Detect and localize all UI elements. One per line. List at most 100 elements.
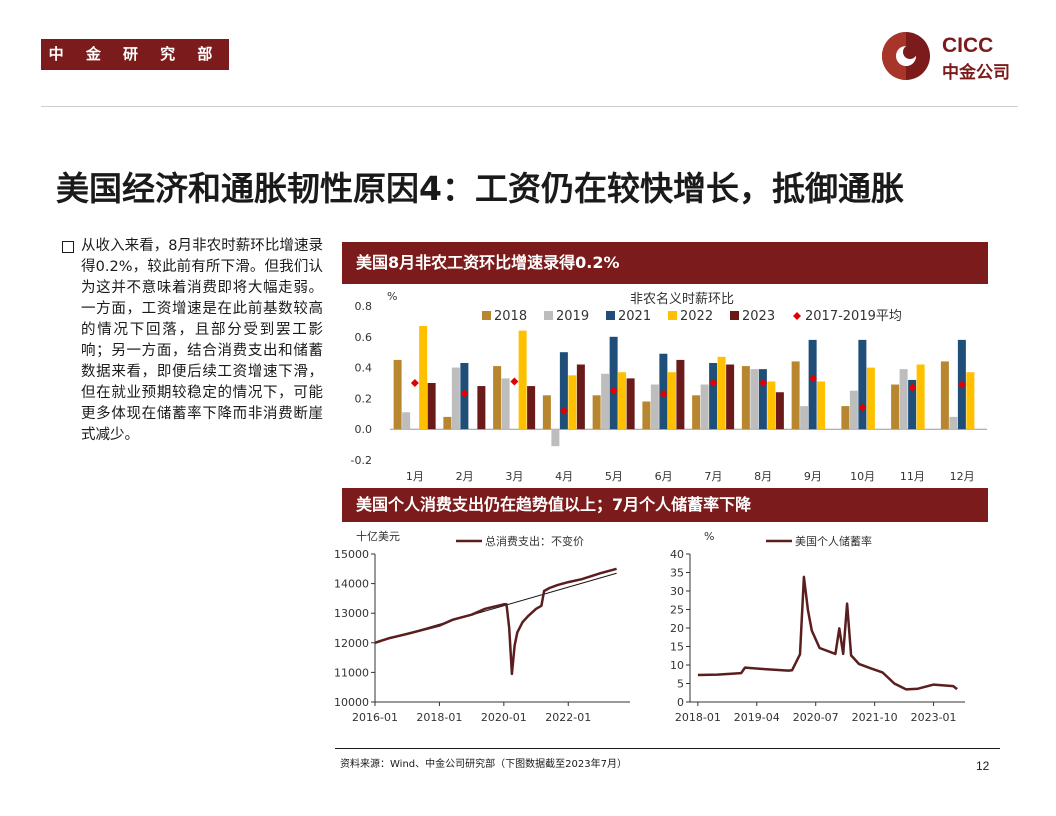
chart1-banner: 美国8月非农工资环比增速录得0.2%: [342, 242, 988, 284]
bar: [750, 369, 759, 430]
x-tick-label: 4月: [555, 470, 573, 483]
y-tick-label: -0.2: [351, 454, 372, 467]
y-axis-unit: 十亿美元: [356, 529, 400, 543]
y-tick-label: 15000: [334, 548, 369, 561]
legend-label: 美国个人储蓄率: [795, 534, 872, 548]
x-tick-label: 1月: [406, 470, 424, 483]
x-tick-label: 7月: [704, 470, 722, 483]
bar: [908, 379, 917, 430]
bar: [393, 359, 402, 430]
y-tick-label: 0.2: [355, 392, 373, 405]
y-tick-label: 30: [670, 585, 684, 598]
bar: [642, 401, 651, 430]
y-tick-label: 0: [677, 696, 684, 709]
x-tick-label: 2023-01: [911, 711, 957, 724]
charts-banner: 美国个人消费支出仍在趋势值以上；7月个人储蓄率下降: [342, 488, 988, 522]
y-tick-label: 13000: [334, 607, 369, 620]
legend-swatch: [730, 311, 739, 320]
x-tick-label: 8月: [754, 470, 772, 483]
y-tick-label: 15: [670, 641, 684, 654]
y-axis-unit: %: [387, 290, 397, 303]
y-tick-label: 11000: [334, 666, 369, 679]
x-tick-label: 6月: [655, 470, 673, 483]
avg-marker: [808, 374, 817, 383]
bar: [767, 381, 776, 430]
body-paragraph: 从收入来看，8月非农时薪环比增速录得0.2%，较此前有所下滑。但我们认为这并不意…: [81, 238, 323, 443]
avg-marker: [958, 380, 967, 389]
y-tick-label: 35: [670, 567, 684, 580]
y-tick-label: 0.4: [355, 362, 373, 375]
cicc-logo-icon: [882, 32, 930, 80]
bar: [791, 361, 800, 430]
legend-swatch: [668, 311, 677, 320]
saving-rate-line-chart: 40 35 30 25 20 15 10 5 0 2018-01 2019-04 2020-07 202…: [670, 530, 965, 724]
x-tick-label: 3月: [505, 470, 523, 483]
bar: [899, 369, 908, 430]
page-number: 12: [976, 759, 990, 773]
logo-text-cn: 中金公司: [942, 63, 1010, 83]
bar: [402, 412, 411, 430]
series-line: [374, 567, 617, 676]
bar: [717, 356, 726, 430]
legend-swatch: [544, 311, 553, 320]
bar: [841, 406, 850, 430]
bar: [709, 362, 718, 430]
y-tick-label: 0.0: [355, 423, 373, 436]
avg-marker: [709, 379, 718, 387]
source-note: 资料来源：Wind、中金公司研究部（下图数据截至2023年7月）: [340, 759, 627, 770]
bar: [626, 378, 635, 430]
bar: [568, 375, 577, 430]
legend-label: 2021: [618, 309, 651, 324]
page-title: 美国经济和通胀韧性原因4：工资仍在较快增长，抵御通胀: [56, 169, 904, 208]
x-tick-label: 2018-01: [416, 711, 462, 724]
legend-label: 2017-2019平均: [805, 309, 902, 324]
bar: [858, 339, 867, 430]
avg-marker: [410, 379, 419, 387]
bar: [692, 395, 701, 430]
x-tick-label: 2016-01: [352, 711, 398, 724]
bar: [808, 339, 817, 430]
y-tick-label: 0.8: [355, 300, 373, 313]
y-tick-label: 10000: [334, 696, 369, 709]
bar: [451, 367, 460, 430]
legend-label: 2019: [556, 309, 589, 324]
bar: [966, 372, 975, 430]
bar: [800, 406, 809, 430]
bar: [501, 378, 510, 430]
bar: [618, 372, 627, 430]
y-tick-label: 20: [670, 622, 684, 635]
avg-marker: [659, 389, 668, 398]
bar: [576, 364, 585, 430]
x-tick-label: 2022-01: [545, 711, 591, 724]
bar: [866, 367, 875, 430]
bar: [419, 326, 428, 430]
legend-label: 2023: [742, 309, 775, 324]
y-tick-label: 14000: [334, 578, 369, 591]
bullet-square-icon: [62, 241, 74, 253]
y-tick-label: 40: [670, 548, 684, 561]
x-tick-label: 11月: [900, 470, 925, 483]
avg-marker: [908, 383, 917, 392]
bar: [700, 384, 709, 430]
bar: [741, 366, 750, 430]
bar: [542, 395, 551, 430]
bar: [592, 395, 601, 430]
x-tick-label: 9月: [804, 470, 822, 483]
bar: [775, 392, 784, 430]
legend-label: 总消费支出：不变价: [485, 534, 584, 548]
bar: [527, 386, 536, 430]
consumption-line-chart: 15000 14000 13000 12000 11000 10000 2016-01 201…: [334, 529, 630, 724]
bar: [559, 352, 568, 430]
bar: [551, 429, 560, 447]
bar: [849, 390, 858, 430]
bar: [676, 359, 685, 430]
bar: [518, 330, 527, 430]
bar: [916, 364, 925, 430]
avg-marker: [858, 403, 867, 412]
bar: [477, 386, 486, 430]
bar: [650, 384, 659, 430]
legend-swatch: [482, 311, 491, 320]
avg-marker: [759, 379, 768, 387]
y-axis-unit: %: [704, 530, 714, 543]
cicc-logo: CICC 中金公司: [880, 30, 1020, 83]
